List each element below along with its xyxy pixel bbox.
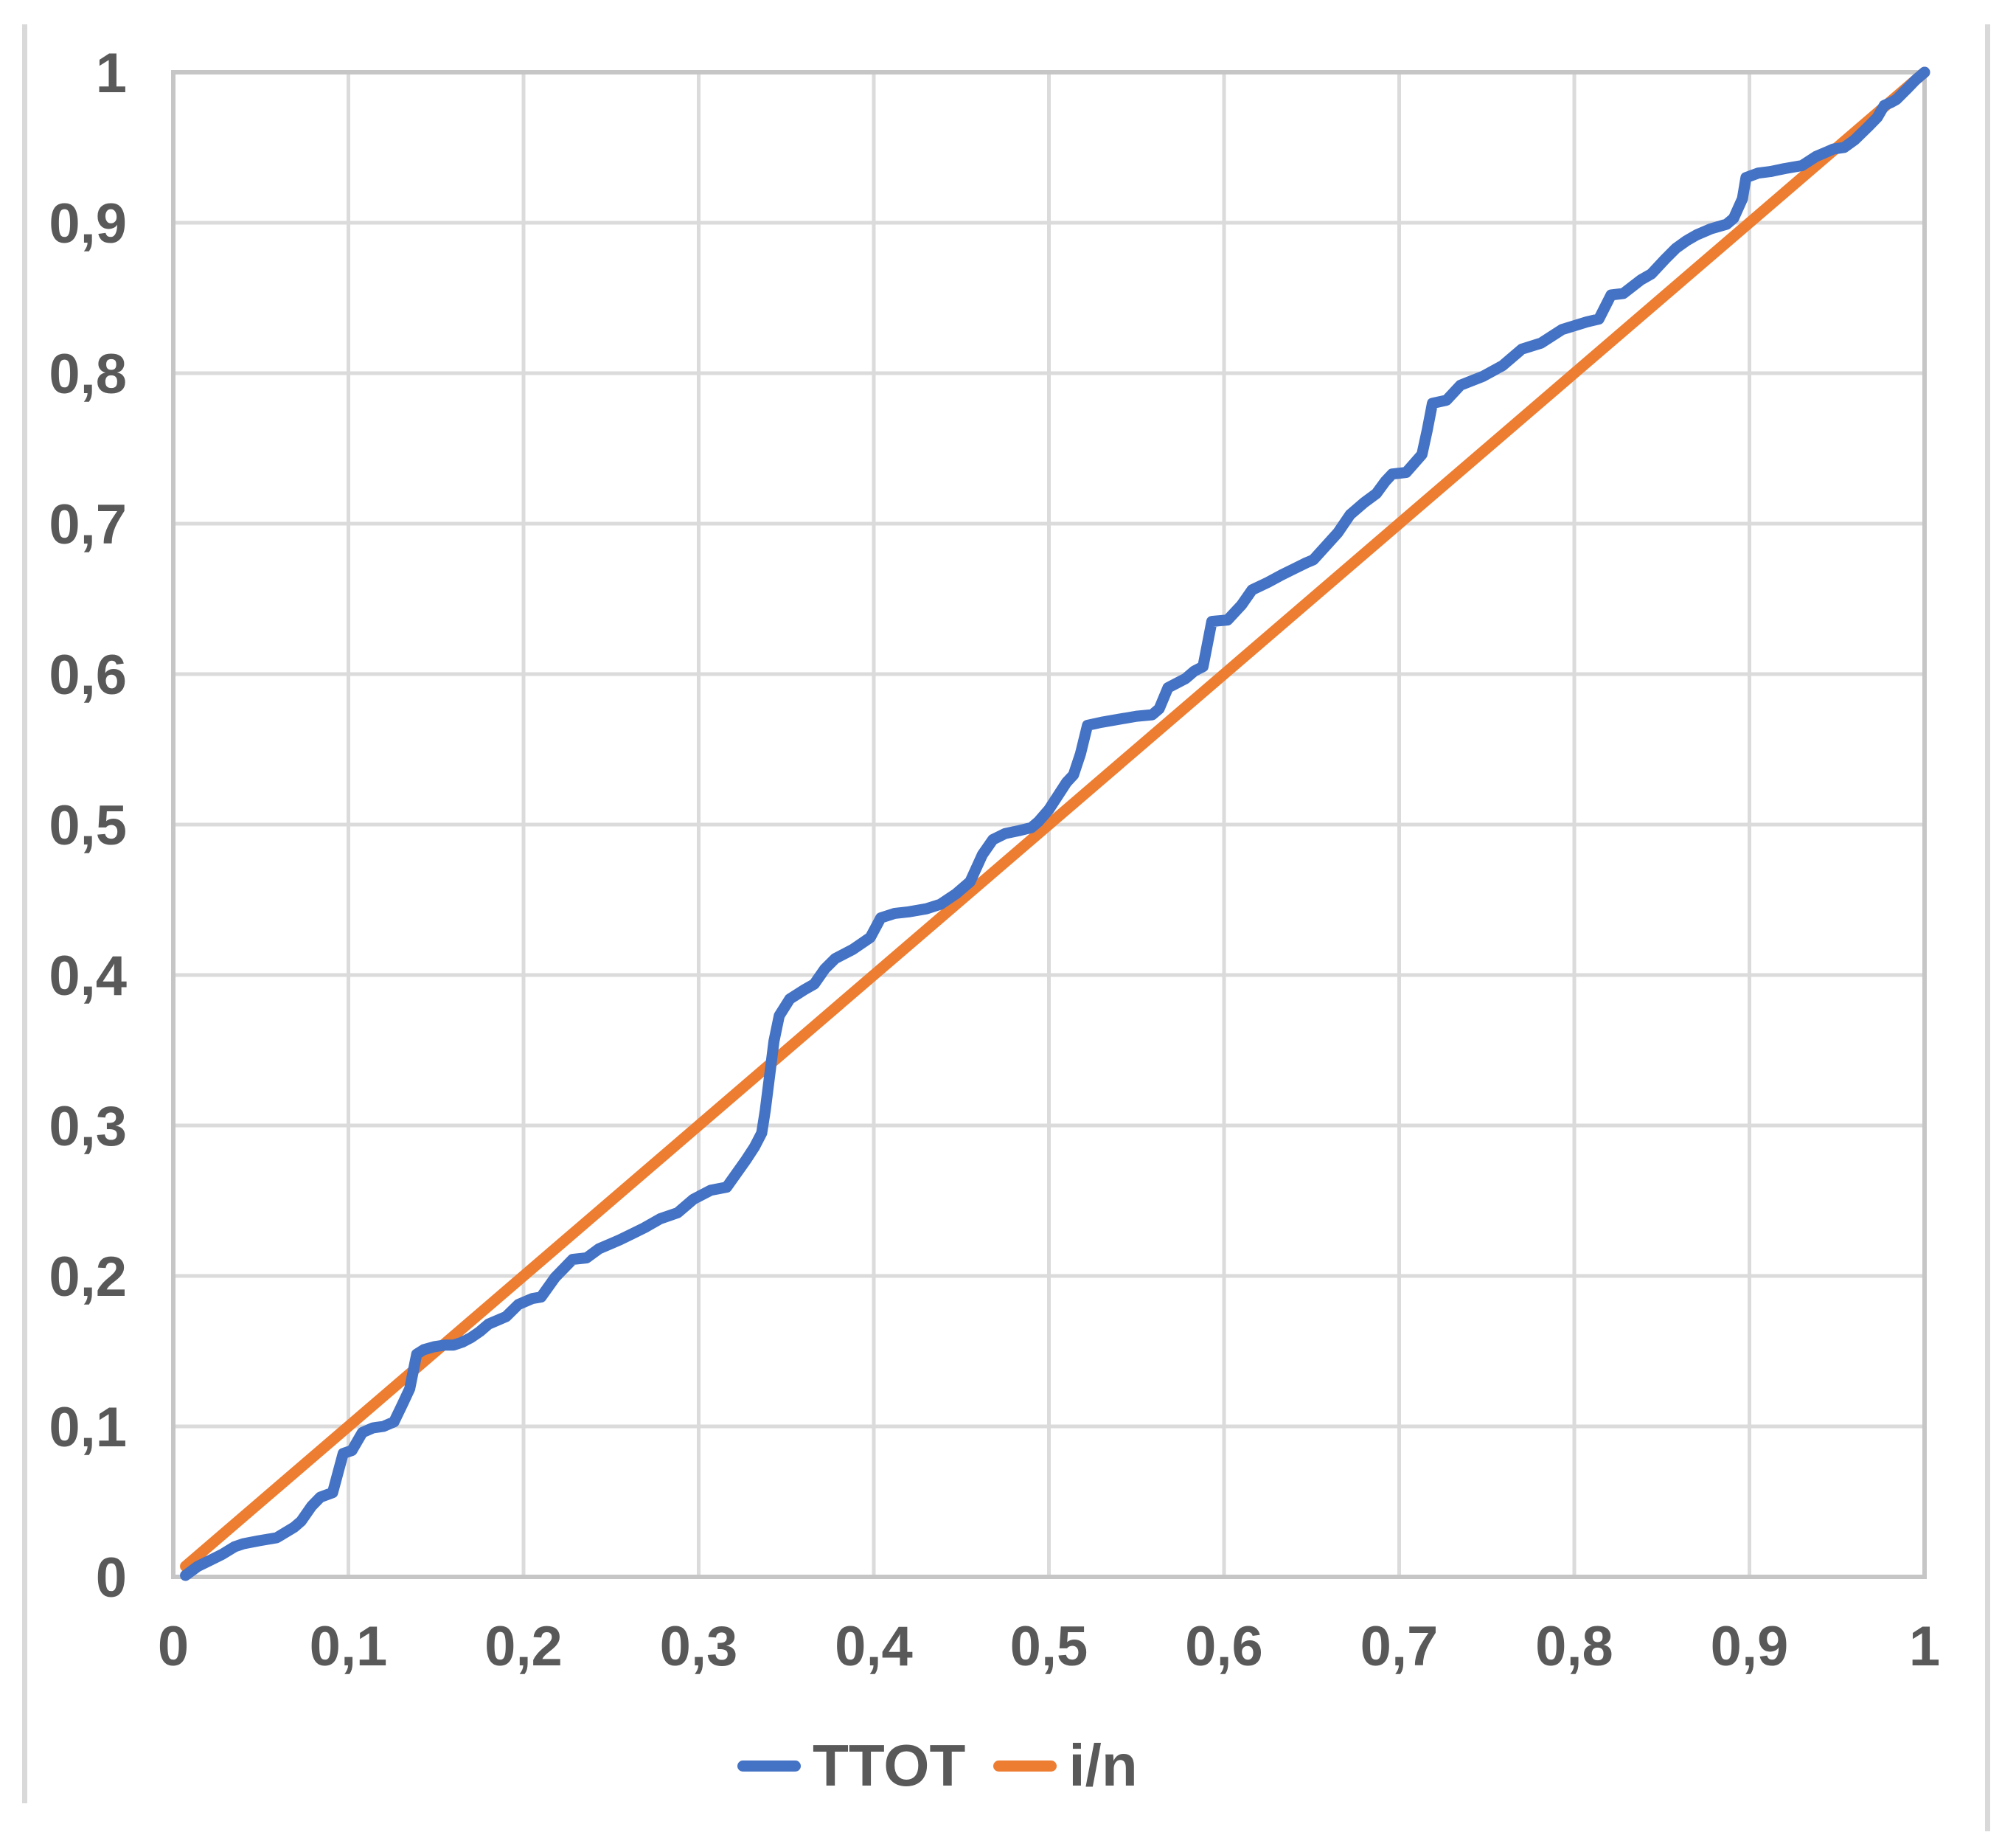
x-tick-label: 0,4 (835, 1615, 913, 1678)
legend-label-ttot: TTOT (813, 1732, 966, 1798)
legend-label-in: i/n (1068, 1732, 1138, 1798)
x-tick-label: 0,5 (1010, 1615, 1088, 1678)
x-tick-label: 0,7 (1360, 1615, 1439, 1678)
series-line-ttot (180, 66, 1930, 1581)
x-tick-label: 0,9 (1711, 1615, 1789, 1678)
sheet-border-left (22, 24, 27, 1803)
sheet-border-right (1985, 24, 1990, 1831)
series-line-i-n (180, 66, 1930, 1572)
x-tick-label: 0,8 (1535, 1615, 1613, 1678)
legend: TTOT i/n (737, 1732, 1138, 1800)
plot-area-border (171, 70, 1927, 1579)
legend-item-in[interactable]: i/n (993, 1732, 1138, 1800)
y-tick-label: 0,6 (49, 644, 127, 707)
x-tick-label: 0,6 (1185, 1615, 1263, 1678)
y-tick-label: 0,1 (49, 1396, 127, 1459)
legend-line-swatch-ttot (737, 1760, 801, 1772)
y-tick-label: 0,7 (49, 493, 127, 556)
y-tick-label: 0 (96, 1547, 127, 1609)
y-tick-label: 0,8 (49, 343, 127, 406)
x-tick-label: 1 (1909, 1615, 1940, 1678)
y-tick-label: 0,5 (49, 794, 127, 857)
x-tick-label: 0,3 (660, 1615, 738, 1678)
x-tick-label: 0 (158, 1615, 189, 1678)
x-tick-label: 0,2 (484, 1615, 563, 1678)
legend-item-ttot[interactable]: TTOT (737, 1732, 965, 1800)
y-tick-label: 0,4 (49, 945, 127, 1007)
y-tick-label: 0,3 (49, 1095, 127, 1158)
y-tick-label: 0,9 (49, 192, 127, 255)
y-tick-label: 0,2 (49, 1246, 127, 1308)
x-tick-label: 0,1 (310, 1615, 388, 1678)
legend-line-swatch-in (993, 1760, 1057, 1772)
y-tick-label: 1 (96, 42, 127, 105)
